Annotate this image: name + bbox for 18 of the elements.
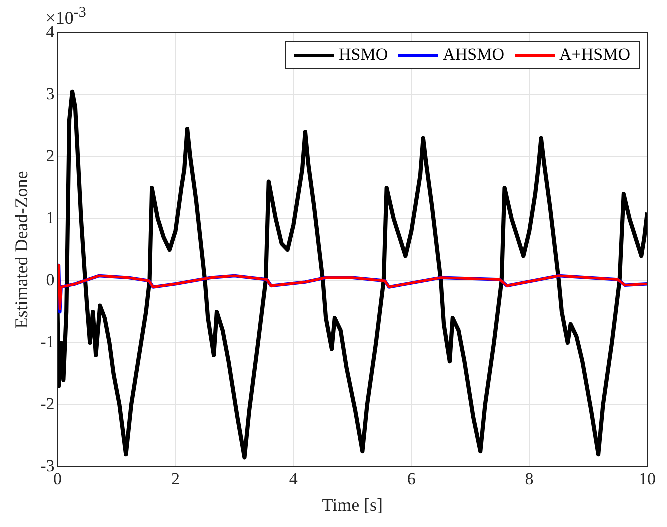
y-tick-label: -3: [40, 456, 55, 476]
x-tick-label: 4: [289, 470, 298, 489]
legend-label: HSMO: [338, 45, 388, 65]
x-tick-label: 8: [525, 470, 534, 489]
y-tick-label: 0: [46, 270, 55, 290]
legend-label: A+HSMO: [560, 45, 630, 65]
y-tick-label: 2: [46, 146, 55, 166]
y-axis-title: Estimated Dead-Zone: [12, 171, 32, 329]
y-tick-label: -2: [40, 394, 55, 414]
y-tick-label: 1: [46, 208, 55, 228]
y-tick-label: 3: [46, 84, 55, 104]
legend-label: AHSMO: [443, 45, 504, 65]
y-tick-label: -1: [40, 332, 55, 352]
y-tick-label: 4: [46, 22, 56, 42]
x-tick-label: 10: [639, 470, 656, 489]
x-tick-label: 2: [171, 470, 180, 489]
x-axis-title: Time [s]: [322, 494, 384, 515]
x-tick-label: 6: [407, 470, 416, 489]
